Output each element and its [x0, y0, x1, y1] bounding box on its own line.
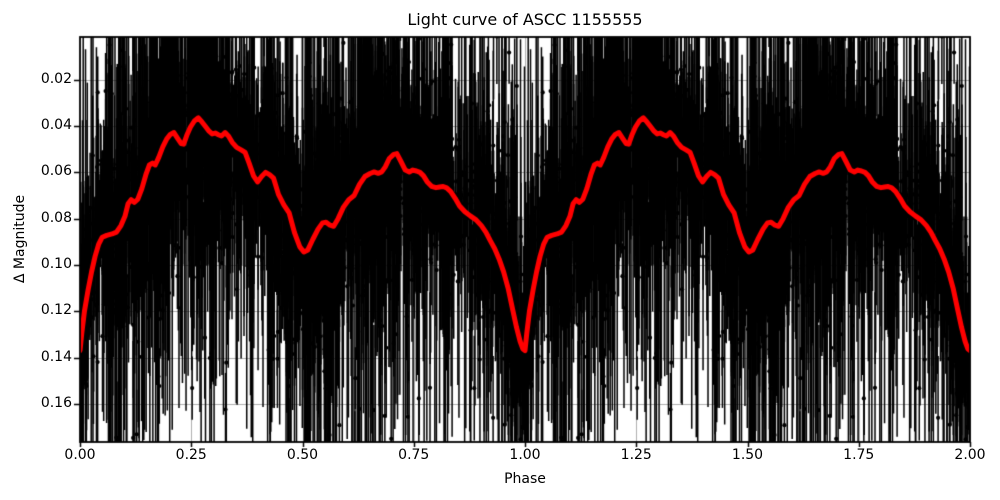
x-tick-label: 1.00 [509, 447, 541, 463]
x-tick-label: 0.50 [286, 447, 319, 463]
x-tick-label: 2.00 [954, 447, 986, 463]
y-tick-label: 0.10 [40, 255, 72, 272]
y-tick-label: 0.08 [40, 209, 72, 226]
y-tick-label: 0.14 [40, 348, 72, 365]
y-axis-label: Δ Magnitude [12, 194, 28, 284]
y-tick-label: 0.12 [40, 302, 72, 319]
y-tick-label: 0.16 [40, 394, 72, 411]
x-tick-label: 0.00 [64, 447, 96, 463]
x-tick-label: 0.75 [398, 447, 430, 463]
x-tick-label: 1.75 [843, 447, 875, 463]
x-axis-label: Phase [504, 471, 546, 487]
chart-title: Light curve of ASCC 1155555 [407, 10, 643, 29]
x-tick-label: 1.50 [731, 447, 764, 463]
y-tick-label: 0.06 [40, 163, 72, 180]
y-tick-label: 0.04 [40, 117, 72, 134]
y-tick-label: 0.02 [40, 70, 72, 87]
x-tick-label: 0.25 [175, 447, 207, 463]
x-tick-label: 1.25 [620, 447, 652, 463]
